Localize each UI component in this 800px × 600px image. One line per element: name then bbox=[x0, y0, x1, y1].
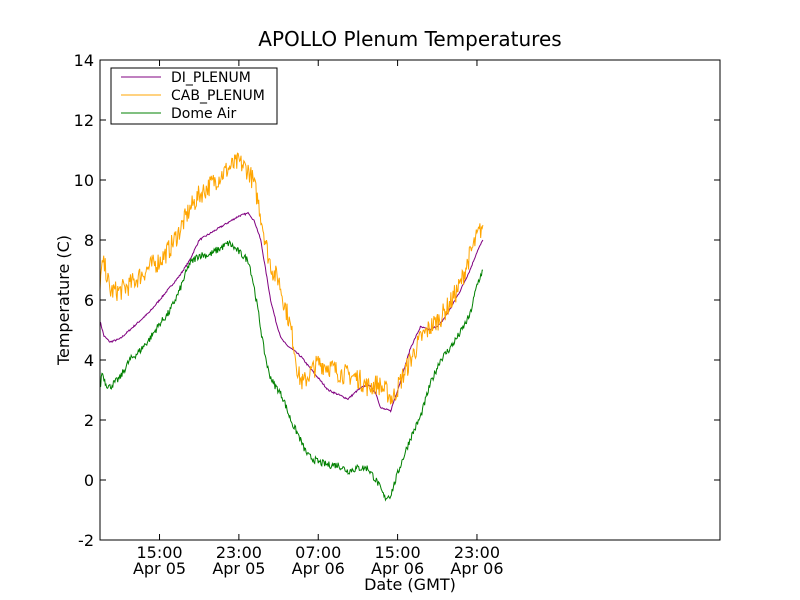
y-tick-label: -2 bbox=[78, 531, 94, 550]
x-tick-label-date: Apr 05 bbox=[212, 559, 265, 578]
series-line-cab-plenum bbox=[99, 152, 484, 405]
legend: DI_PLENUM CAB_PLENUM Dome Air bbox=[110, 67, 278, 125]
y-tick-label: 12 bbox=[74, 111, 94, 130]
legend-label-dome-air: Dome Air bbox=[171, 106, 237, 122]
x-tick-label-time: 23:00 bbox=[216, 543, 262, 562]
x-tick-label-time: 15:00 bbox=[136, 543, 182, 562]
series-group bbox=[99, 152, 484, 502]
y-tick-label: 10 bbox=[74, 171, 94, 190]
legend-label-di-plenum: DI_PLENUM bbox=[171, 70, 251, 86]
x-tick-label-date: Apr 06 bbox=[450, 559, 503, 578]
x-tick-label-date: Apr 05 bbox=[133, 559, 186, 578]
y-axis-label: Temperature (C) bbox=[54, 235, 73, 366]
chart-title: APOLLO Plenum Temperatures bbox=[258, 27, 561, 51]
x-tick-label-time: 07:00 bbox=[295, 543, 341, 562]
y-tick-label: 6 bbox=[84, 291, 94, 310]
y-tick-label: 0 bbox=[84, 471, 94, 490]
x-tick-label-date: Apr 06 bbox=[371, 559, 424, 578]
y-axis: -2 0 2 4 6 8 10 12 14 bbox=[74, 51, 720, 550]
y-tick-label: 2 bbox=[84, 411, 94, 430]
series-line-di-plenum bbox=[99, 211, 484, 413]
x-tick-label-date: Apr 06 bbox=[292, 559, 345, 578]
series-line-dome-air bbox=[99, 239, 484, 502]
x-tick-label-time: 23:00 bbox=[454, 543, 500, 562]
plot-frame bbox=[99, 59, 721, 541]
y-tick-label: 8 bbox=[84, 231, 94, 250]
y-tick-label: 4 bbox=[84, 351, 94, 370]
y-tick-label: 14 bbox=[74, 51, 94, 70]
x-axis-label: Date (GMT) bbox=[364, 575, 456, 594]
legend-label-cab-plenum: CAB_PLENUM bbox=[171, 88, 265, 104]
x-tick-label-time: 15:00 bbox=[375, 543, 421, 562]
